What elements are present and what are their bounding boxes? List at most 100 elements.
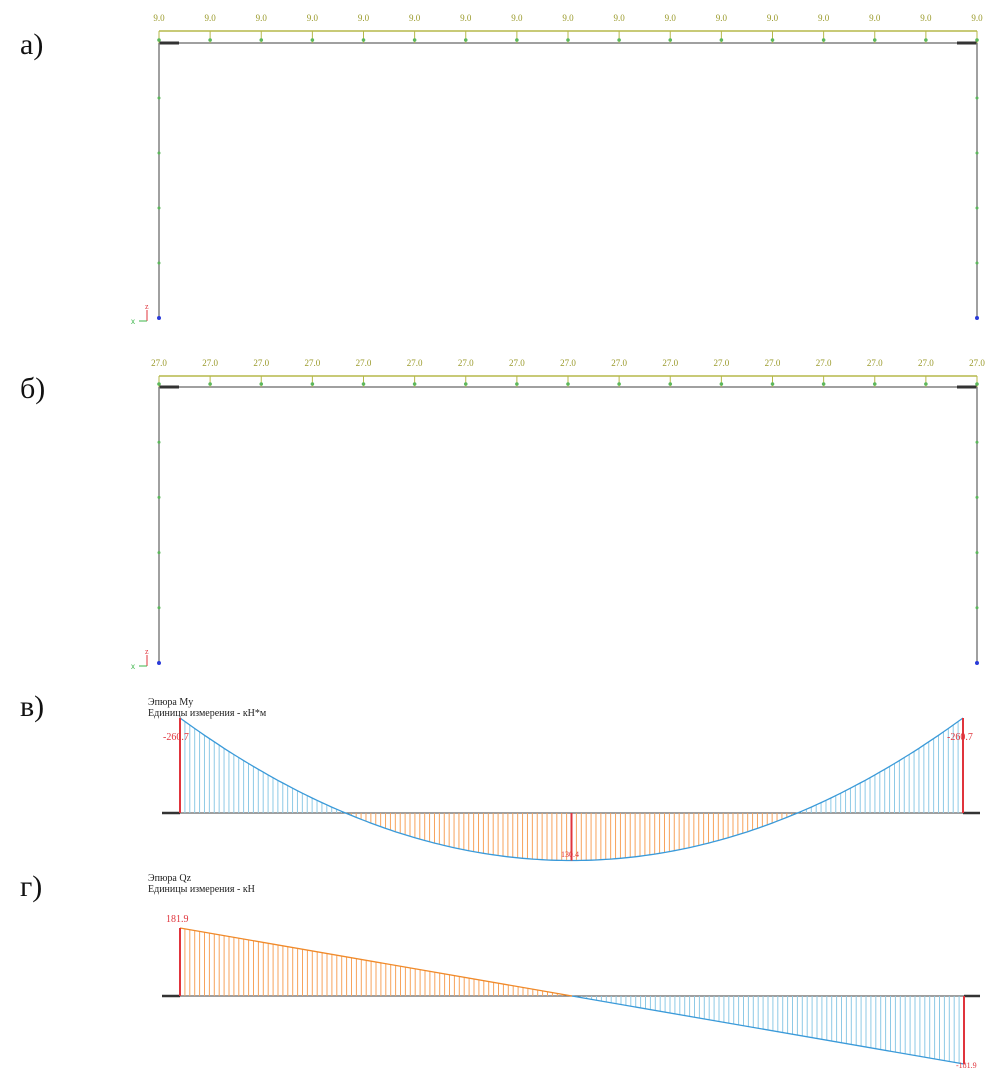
moment-mid-value: 130.4 bbox=[561, 850, 579, 859]
beam-node bbox=[157, 382, 161, 386]
column-node bbox=[157, 96, 161, 100]
beam-node bbox=[515, 382, 519, 386]
beam-node bbox=[310, 38, 315, 42]
load-value-label: 9.0 bbox=[767, 13, 779, 23]
beam-node bbox=[361, 382, 366, 386]
load-value-label: 27.0 bbox=[151, 358, 167, 368]
load-value-label: 27.0 bbox=[816, 358, 832, 368]
beam-node bbox=[719, 382, 724, 386]
load-value-label: 9.0 bbox=[818, 13, 830, 23]
beam-node bbox=[566, 38, 570, 42]
load-value-label: 9.0 bbox=[511, 13, 523, 23]
beam-node bbox=[872, 382, 877, 386]
column-node bbox=[975, 261, 979, 265]
panel-label-g: г) bbox=[20, 870, 43, 903]
load-value-label: 27.0 bbox=[662, 358, 678, 368]
load-value-label: 27.0 bbox=[611, 358, 627, 368]
support-left bbox=[157, 316, 161, 320]
load-value-label: 9.0 bbox=[409, 13, 421, 23]
axis-x-label: x bbox=[131, 662, 135, 671]
moment-right-value: -260.7 bbox=[947, 732, 973, 743]
beam-node bbox=[361, 38, 366, 42]
beam-node bbox=[310, 382, 315, 386]
column-node bbox=[975, 96, 979, 100]
beam-node bbox=[668, 382, 673, 386]
moment-units: Единицы измерения - кН*м bbox=[148, 708, 267, 719]
beam-node bbox=[770, 382, 775, 386]
shear-title: Эпюра Qz bbox=[148, 873, 192, 884]
load-value-label: 27.0 bbox=[407, 358, 423, 368]
beam-node bbox=[924, 38, 928, 42]
beam-node bbox=[975, 38, 979, 42]
column-node bbox=[975, 206, 979, 210]
load-value-label: 27.0 bbox=[253, 358, 269, 368]
beam-node bbox=[668, 38, 673, 42]
shear-right-value: -181.9 bbox=[956, 1061, 977, 1070]
load-value-label: 9.0 bbox=[920, 13, 932, 23]
beam-node bbox=[821, 382, 826, 386]
moment-title: Эпюра My bbox=[148, 697, 194, 708]
beam-node bbox=[157, 38, 161, 42]
column-node bbox=[975, 440, 979, 444]
beam-node bbox=[872, 38, 877, 42]
column-node bbox=[157, 606, 161, 610]
shear-outline-positive bbox=[179, 927, 573, 997]
beam-node bbox=[617, 38, 621, 42]
column-node bbox=[157, 440, 161, 444]
beam-node bbox=[208, 382, 212, 386]
beam-node bbox=[770, 38, 775, 42]
beam-node bbox=[463, 382, 468, 386]
shear-left-value: 181.9 bbox=[166, 914, 189, 925]
shear-outline-negative bbox=[571, 995, 965, 1065]
load-value-label: 9.0 bbox=[869, 13, 881, 23]
load-value-label: 9.0 bbox=[665, 13, 677, 23]
axis-x-label: x bbox=[131, 317, 135, 326]
load-value-label: 9.0 bbox=[460, 13, 472, 23]
beam-node bbox=[924, 382, 928, 386]
panel-label-v: в) bbox=[20, 690, 45, 723]
load-value-label: 27.0 bbox=[918, 358, 934, 368]
beam-node bbox=[259, 38, 264, 42]
moment-diagram-title: Эпюра My Единицы измерения - кН*м bbox=[148, 697, 266, 719]
beam-node bbox=[821, 38, 826, 42]
beam-node bbox=[566, 382, 570, 386]
frame-b: 27.0 27.0 27.0 27.0 27.0 27.0 27.0 27.0 27.0 27.0… bbox=[131, 358, 985, 671]
load-value-label: 27.0 bbox=[560, 358, 576, 368]
support-right bbox=[975, 316, 979, 320]
shear-diagram-title: Эпюра Qz Единицы измерения - кН bbox=[148, 873, 255, 895]
column-node bbox=[975, 606, 979, 610]
frame-a: 9.0 9.0 9.0 9.0 9.0 9.0 9.0 9.0 9.0 9.0 9.0 9.0 9.0 9… bbox=[131, 13, 983, 326]
load-value-label: 9.0 bbox=[307, 13, 319, 23]
beam-node bbox=[719, 38, 724, 42]
load-value-label: 9.0 bbox=[153, 13, 165, 23]
beam-node bbox=[617, 382, 621, 386]
column-node bbox=[157, 551, 161, 555]
load-value-label: 27.0 bbox=[969, 358, 985, 368]
load-value-label: 27.0 bbox=[714, 358, 730, 368]
load-value-label: 9.0 bbox=[562, 13, 574, 23]
column-node bbox=[157, 206, 161, 210]
load-value-label: 27.0 bbox=[509, 358, 525, 368]
panel-label-a: а) bbox=[20, 28, 44, 61]
shear-diagram bbox=[162, 927, 980, 1065]
load-value-label: 27.0 bbox=[356, 358, 372, 368]
load-value-label: 27.0 bbox=[458, 358, 474, 368]
axis-z-label: z bbox=[145, 647, 149, 656]
shear-units: Единицы измерения - кН bbox=[148, 884, 255, 895]
moment-left-value: -260.7 bbox=[163, 732, 189, 743]
load-value-label: 9.0 bbox=[256, 13, 268, 23]
support-right bbox=[975, 661, 979, 665]
support-left bbox=[157, 661, 161, 665]
beam-node bbox=[412, 382, 417, 386]
load-value-label: 27.0 bbox=[305, 358, 321, 368]
load-value-label: 9.0 bbox=[205, 13, 217, 23]
load-value-label: 9.0 bbox=[716, 13, 728, 23]
column-node bbox=[157, 151, 161, 155]
load-value-label: 9.0 bbox=[971, 13, 983, 23]
axis-z-label: z bbox=[145, 302, 149, 311]
load-value-label: 27.0 bbox=[202, 358, 218, 368]
beam-node bbox=[463, 38, 468, 42]
panel-label-b: б) bbox=[20, 372, 46, 405]
beam-node bbox=[975, 382, 979, 386]
